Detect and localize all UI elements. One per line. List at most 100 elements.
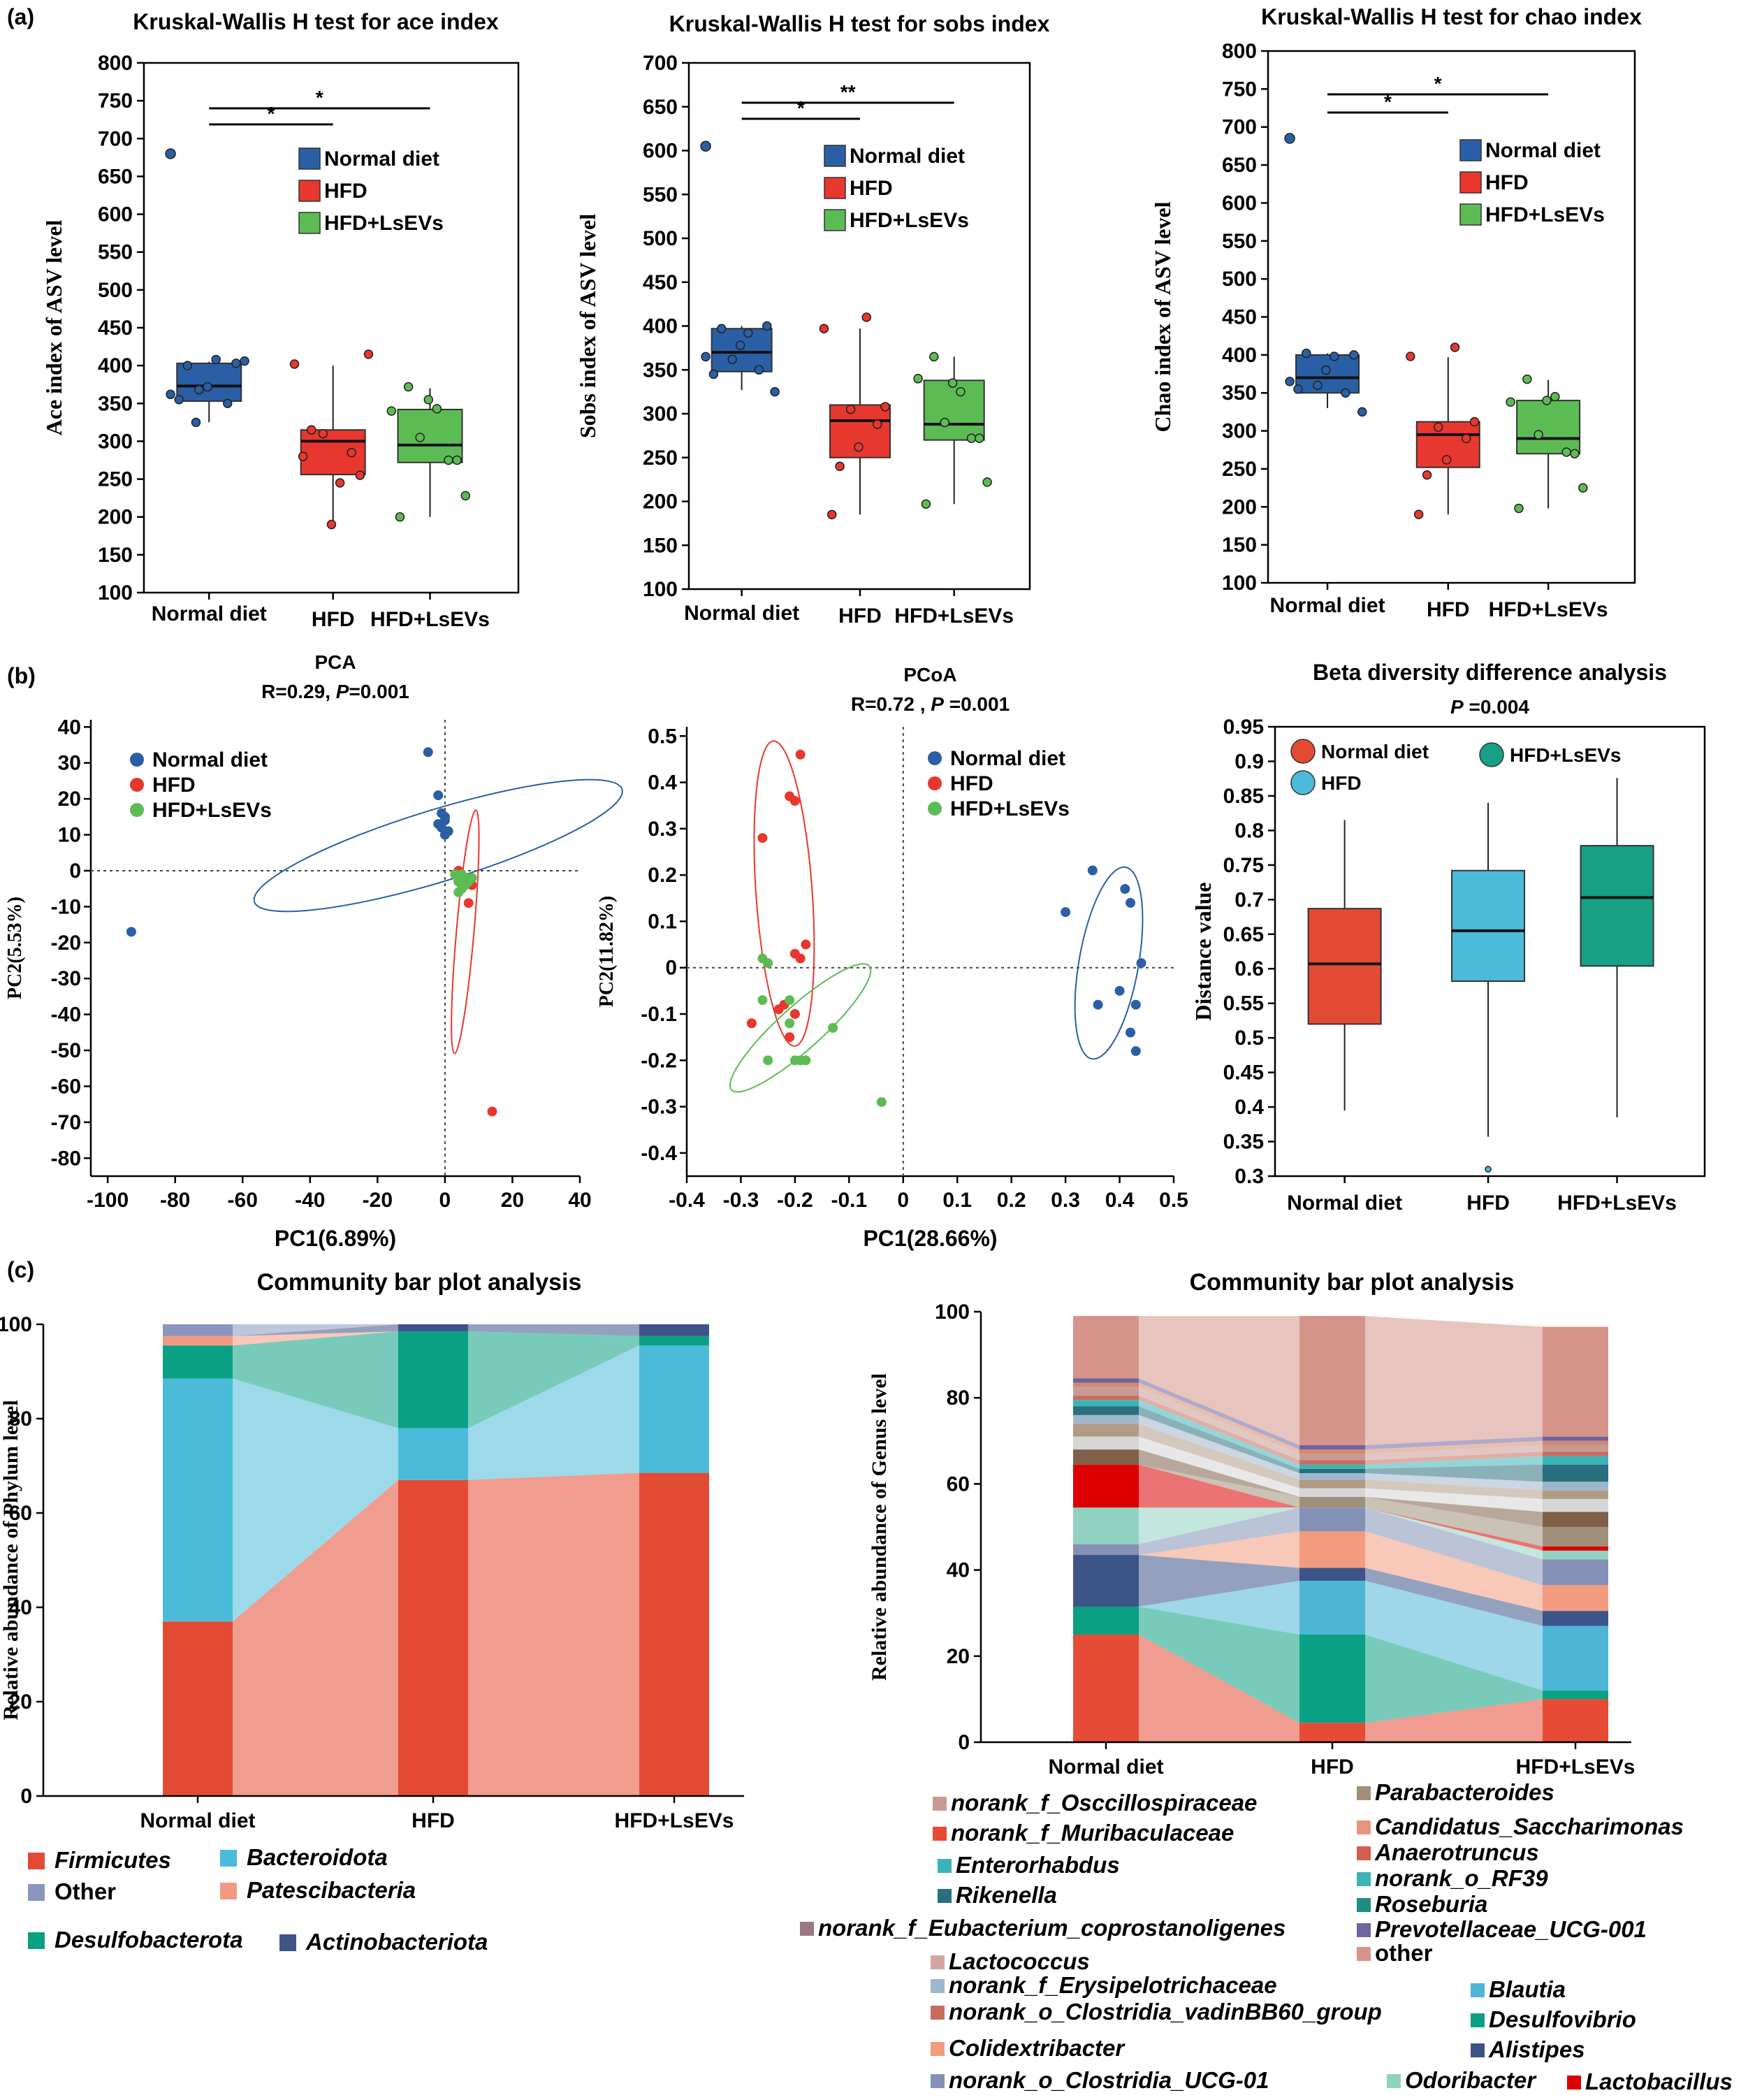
sobs-ytick-label: 650	[643, 96, 678, 119]
pcoa-point-1	[773, 1004, 784, 1015]
sobs-ytick-label: 150	[643, 534, 678, 557]
sobs-data-point	[701, 352, 711, 362]
sobs-ytick-label: 700	[643, 52, 678, 75]
phylum-flow-5	[233, 1324, 398, 1336]
sobs-data-point	[754, 365, 764, 375]
beta-ytick-label: 0.65	[1223, 923, 1264, 946]
genus-bar-segment-10	[1299, 1488, 1365, 1497]
sobs-data-point	[835, 461, 845, 472]
genus-legend-label: norank_o_RF39	[1375, 1865, 1548, 1891]
genus-bar-segment-11	[1299, 1479, 1365, 1489]
genus-bar-segment-4	[1543, 1585, 1608, 1612]
pca-ytick-label: 20	[58, 788, 81, 811]
genus-legend-swatch	[1471, 2043, 1485, 2057]
chao-ytick-label: 400	[1222, 344, 1257, 367]
chao-data-point	[1550, 391, 1560, 402]
chao-ytick-label: 600	[1222, 191, 1257, 215]
sobs-data-point	[956, 386, 966, 397]
genus-bar-segment-15	[1299, 1460, 1365, 1465]
ace-data-point	[240, 356, 249, 366]
phylum-bar-segment-4	[398, 1324, 468, 1332]
genus-bar-segment-9	[1543, 1512, 1608, 1527]
pca-xtick-label: -40	[295, 1189, 325, 1212]
pca-ellipse	[253, 779, 623, 913]
pca-legend-marker	[130, 803, 144, 817]
sobs-legend-swatch	[824, 177, 846, 199]
pca-xtick-label: -100	[87, 1189, 129, 1212]
genus-bar-segment-15	[1073, 1396, 1139, 1400]
phylum-legend-label: Desulfobacterota	[54, 1927, 243, 1953]
chao-data-point	[1349, 350, 1359, 360]
ace-data-point	[194, 385, 204, 395]
sobs-box-0	[711, 328, 773, 372]
genus-legend-label: norank_f_Eubacterium_coprostanoligenes	[818, 1915, 1285, 1941]
genus-legend: norank_f_Osccillospiraceae norank_f_Murib…	[800, 1779, 1733, 2094]
sobs-data-point	[921, 499, 931, 509]
sobs-data-point	[727, 354, 737, 364]
chao-xtick-label: Normal diet	[1270, 594, 1385, 617]
sobs-ytick-label: 300	[643, 403, 678, 426]
pcoa-xtick-label: -0.2	[777, 1189, 813, 1212]
beta-legend-marker	[1479, 742, 1504, 767]
chao-ytick-label: 250	[1222, 458, 1257, 481]
chao-legend-swatch	[1459, 171, 1482, 194]
phylum-ylabel: Relative abundance of Phylum level	[0, 1400, 22, 1720]
chao-data-point	[1450, 342, 1460, 352]
genus-legend-swatch	[800, 1922, 814, 1936]
pca-ytick-label: -10	[51, 895, 81, 918]
genus-bar-segment-18	[1543, 1436, 1608, 1441]
genus-flow-3	[1139, 1555, 1299, 1607]
pca-subtitle-value: =0.001	[349, 681, 409, 702]
genus-flow-11	[1365, 1479, 1543, 1499]
pcoa-subtitle-p: P	[931, 693, 944, 715]
genus-legend-label: Lactococcus	[949, 1948, 1090, 1974]
beta-box-1	[1451, 869, 1526, 983]
genus-legend-label: other	[1375, 1940, 1433, 1966]
genus-legend-swatch	[1357, 1947, 1371, 1961]
pcoa-point-2	[763, 958, 773, 969]
genus-flow-12	[1365, 1473, 1543, 1491]
genus-ytick-label: 0	[958, 1731, 970, 1754]
beta-xtick-label: HFD+LsEVs	[1557, 1192, 1677, 1215]
chao-data-point	[1441, 455, 1452, 465]
pca-ytick-label: 40	[58, 716, 81, 739]
genus-flow-6	[1139, 1507, 1299, 1544]
chao-data-point	[1285, 377, 1295, 386]
ace-ytick-label: 250	[98, 468, 133, 491]
sobs-data-point	[716, 324, 727, 334]
pcoa-ylabel: PC2(11.82%)	[596, 896, 618, 1007]
pca-ytick-label: -50	[51, 1039, 81, 1062]
ace-data-point	[355, 470, 365, 480]
phylum-legend-swatch	[28, 1932, 45, 1949]
genus-bar-segment-13	[1299, 1468, 1365, 1473]
pcoa-point-0	[1093, 999, 1103, 1010]
sobs-ytick-label: 200	[643, 491, 678, 514]
ace-ytick-label: 800	[98, 52, 133, 75]
genus-flow-5	[1365, 1507, 1543, 1586]
chao-title: Kruskal-Wallis H test for chao index	[1261, 4, 1642, 29]
genus-bar-segment-6	[1543, 1550, 1608, 1560]
genus-bar-segment-14	[1543, 1456, 1608, 1465]
ace-data-point	[211, 354, 221, 365]
genus-chart: Community bar plot analysis 0 20 40 60 80 100 N…	[868, 1269, 1635, 1779]
genus-flow-1	[1365, 1635, 1543, 1723]
beta-legend-label: HFD+LsEVs	[1510, 744, 1622, 766]
ace-xtick-label: Normal diet	[152, 602, 267, 625]
ace-ytick-label: 550	[98, 241, 133, 264]
chao-ytick-label: 100	[1222, 572, 1257, 595]
chao-legend-label: Normal diet	[1485, 139, 1601, 162]
sobs-data-point	[861, 312, 872, 322]
genus-bar-segment-16	[1543, 1444, 1608, 1452]
chao-data-point	[1321, 365, 1331, 375]
beta-subtitle-p: P	[1450, 696, 1464, 718]
ace-ytick-label: 150	[98, 544, 133, 567]
chao-legend-label: HFD	[1485, 171, 1529, 194]
genus-bar-segment-10	[1073, 1436, 1139, 1450]
pca-xtick-label: 0	[439, 1189, 451, 1212]
chao-xtick-label: HFD	[1427, 598, 1470, 621]
phylum-bar-segment-0	[398, 1479, 468, 1796]
genus-bar-segment-0	[1543, 1699, 1608, 1742]
chao-significance-label: *	[1434, 73, 1442, 94]
